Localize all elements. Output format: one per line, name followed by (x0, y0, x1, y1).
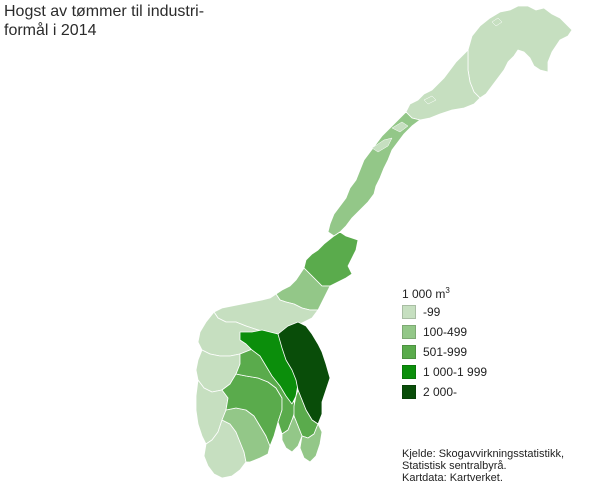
region-nordland (327, 111, 421, 237)
legend-label: 1 000-1 999 (423, 365, 488, 379)
legend-swatch (402, 385, 416, 399)
legend-label: 501-999 (423, 345, 468, 359)
region-finnmark (467, 5, 573, 99)
island-soroya (491, 17, 503, 27)
map-title-line-1: Hogst av tømmer til industri- (4, 3, 205, 20)
map-title: Hogst av tømmer til industri- formål i 2… (4, 2, 264, 40)
island-senja (423, 95, 437, 105)
legend-swatch (402, 325, 416, 339)
island-lofoten (371, 137, 393, 153)
source-line-1: Kjelde: Skogavvirkningsstatistikk, (402, 448, 565, 460)
legend-item: 501-999 (402, 343, 487, 361)
island-vesteralen (391, 121, 409, 133)
legend: 1 000 m3 -99 100-499 501-999 1 000-1 999… (402, 282, 487, 403)
legend-swatch (402, 345, 416, 359)
region-nord-trondelag (303, 231, 359, 287)
legend-label: -99 (423, 305, 441, 319)
legend-label: 100-499 (423, 325, 468, 339)
legend-swatch (402, 305, 416, 319)
region-hedmark (277, 321, 331, 425)
legend-label: 2 000- (423, 385, 458, 399)
map-title-line-2: formål i 2014 (4, 22, 97, 39)
source-line-2: Statistisk sentralbyrå. (402, 460, 507, 472)
legend-item: 100-499 (402, 323, 487, 341)
source-note: Kjelde: Skogavvirkningsstatistikk, Stati… (402, 448, 564, 484)
legend-item: 2 000- (402, 383, 487, 401)
legend-swatch (402, 365, 416, 379)
region-ostfold (299, 423, 323, 463)
legend-title-superscript: 3 (445, 286, 450, 295)
source-line-3: Kartdata: Kartverket. (402, 472, 503, 484)
legend-item: 1 000-1 999 (402, 363, 487, 381)
legend-item: -99 (402, 303, 487, 321)
legend-title-text: 1 000 m (402, 287, 446, 301)
legend-title: 1 000 m3 (402, 282, 487, 301)
